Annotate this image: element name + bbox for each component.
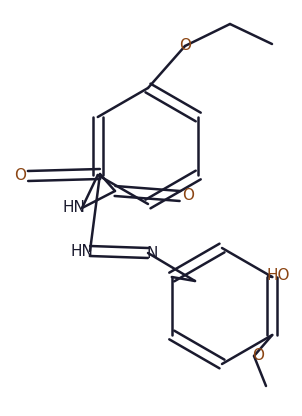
Text: HN: HN bbox=[63, 201, 85, 215]
Text: HN: HN bbox=[71, 243, 93, 258]
Text: O: O bbox=[179, 39, 191, 54]
Text: O: O bbox=[182, 188, 194, 203]
Text: N: N bbox=[146, 245, 158, 260]
Text: O: O bbox=[252, 349, 264, 364]
Text: HO: HO bbox=[266, 268, 290, 283]
Text: O: O bbox=[14, 168, 26, 183]
